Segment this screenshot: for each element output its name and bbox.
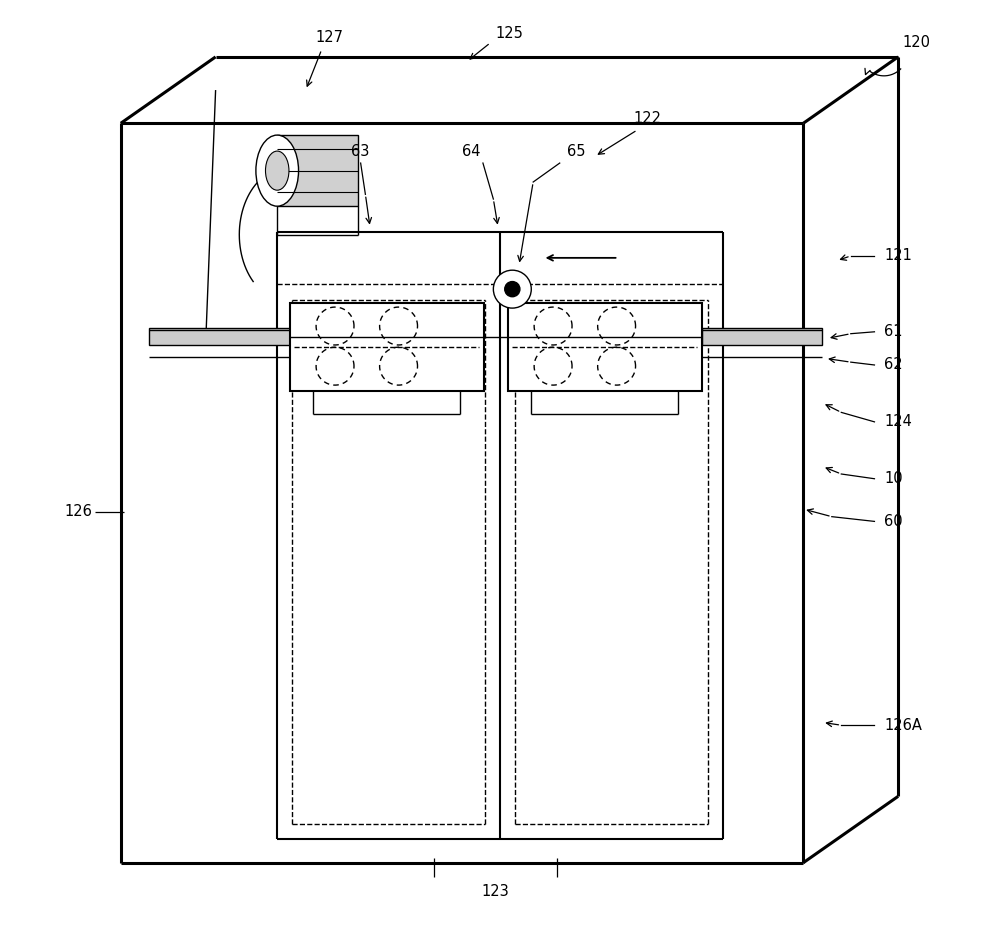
Bar <box>290 303 484 391</box>
Text: 60: 60 <box>884 514 903 529</box>
Text: 63: 63 <box>351 144 370 159</box>
Text: 121: 121 <box>884 248 912 264</box>
Circle shape <box>505 282 520 297</box>
Circle shape <box>493 270 531 308</box>
Text: 126: 126 <box>64 504 92 520</box>
Bar <box>149 328 290 345</box>
Text: 125: 125 <box>496 26 523 41</box>
Text: 123: 123 <box>481 884 509 899</box>
Text: 10: 10 <box>884 471 903 486</box>
Ellipse shape <box>256 136 299 207</box>
Text: 127: 127 <box>315 30 343 46</box>
Bar <box>508 303 702 391</box>
Text: 126A: 126A <box>884 718 922 733</box>
Bar <box>277 136 358 207</box>
Text: 120: 120 <box>903 35 931 50</box>
Text: 65: 65 <box>567 144 585 159</box>
Text: 122: 122 <box>633 111 661 126</box>
Text: 64: 64 <box>462 144 481 159</box>
Bar <box>702 328 822 345</box>
Ellipse shape <box>265 151 289 191</box>
Text: 124: 124 <box>884 414 912 429</box>
Text: 62: 62 <box>884 357 903 373</box>
Text: 61: 61 <box>884 324 902 339</box>
